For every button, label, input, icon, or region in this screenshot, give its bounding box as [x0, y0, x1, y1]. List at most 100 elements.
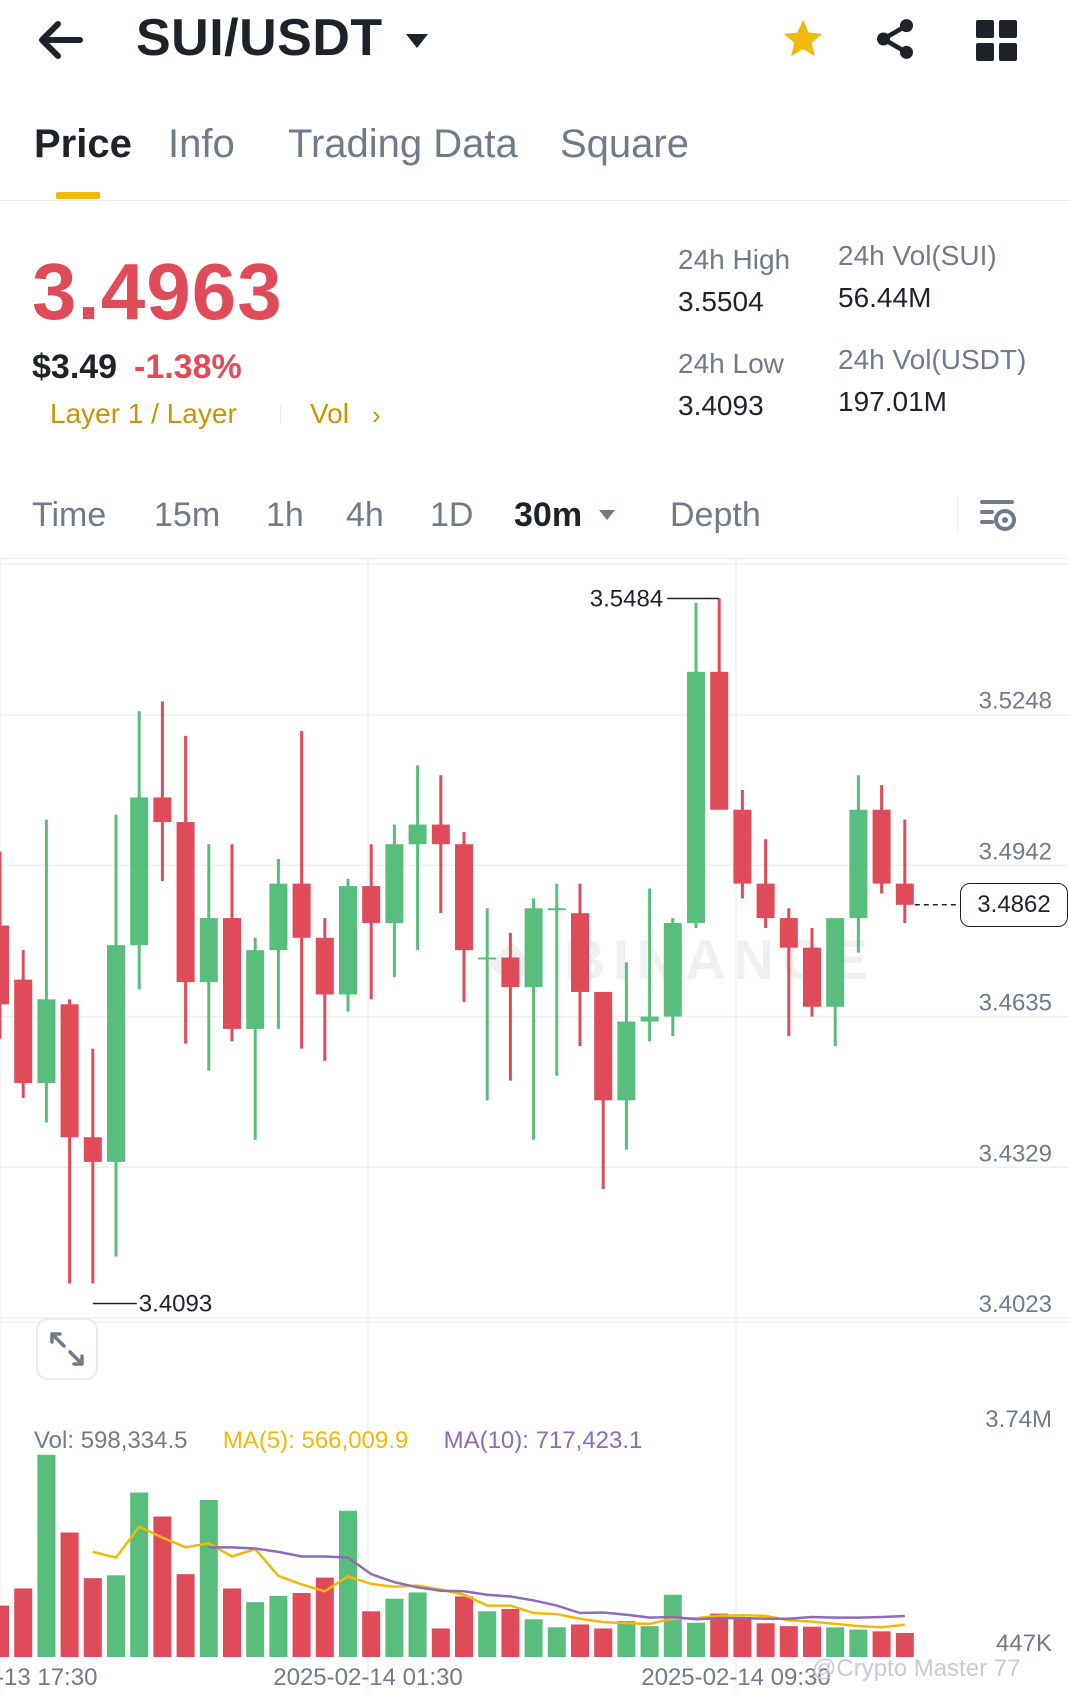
interval-1h[interactable]: 1h: [266, 496, 304, 534]
active-tab-indicator: [56, 192, 100, 199]
volume-bar: [895, 1633, 914, 1657]
volume-bar: [524, 1619, 543, 1657]
high-label: 24h High: [678, 244, 791, 275]
tab-trading-data[interactable]: Trading Data: [288, 122, 518, 166]
tab-square[interactable]: Square: [560, 122, 689, 166]
interval-time[interactable]: Time: [32, 496, 107, 534]
caret-down-icon[interactable]: [404, 32, 430, 50]
volume-bar: [107, 1575, 125, 1657]
vol-link[interactable]: Vol: [310, 398, 349, 429]
candle-body: [547, 908, 566, 911]
volume-bar: [849, 1629, 868, 1657]
volume-bar: [455, 1596, 473, 1657]
pair-title[interactable]: SUI/USDT: [136, 9, 383, 67]
volume-bar: [37, 1454, 56, 1657]
candle-body: [779, 918, 798, 948]
candle-body: [455, 844, 473, 951]
price-tick-label: 3.5248: [979, 688, 1052, 715]
candle-body: [895, 883, 914, 905]
volume-bar: [153, 1516, 172, 1657]
vol-base-label: 24h Vol(SUI): [838, 240, 997, 271]
volume-bar: [617, 1621, 636, 1657]
volume-bar: [14, 1588, 33, 1657]
candle-body: [176, 822, 195, 983]
grid-menu-icon[interactable]: [976, 20, 1018, 62]
candle-body: [83, 1137, 102, 1162]
candle-body: [710, 671, 729, 810]
volume-bar: [687, 1622, 705, 1657]
tag-separator: [280, 404, 281, 424]
time-label: 2025-02-14 09:30: [641, 1664, 831, 1691]
candle-body: [0, 925, 9, 1005]
candle-body: [199, 918, 218, 983]
high-value: 3.5504: [678, 286, 764, 317]
vol-quote-label: 24h Vol(USDT): [838, 344, 1027, 375]
ma5-legend: MA(5): 566,009.9: [222, 1427, 409, 1454]
vol-legend-value: Vol: 598,334.5: [34, 1427, 188, 1454]
candlestick-chart[interactable]: ◆ BINANCE 3.55543.52483.49423.46353.4329…: [0, 559, 1069, 1693]
volume-bar: [733, 1618, 752, 1657]
volume-bar: [60, 1532, 79, 1657]
volume-bar: [246, 1602, 265, 1657]
divider: [0, 200, 1069, 201]
candle-body: [756, 883, 775, 919]
price-tick-label: 3.4942: [979, 838, 1052, 865]
volume-legend: Vol: 598,334.5 MA(5): 566,009.9 MA(10): …: [34, 1427, 642, 1455]
candle-body: [385, 844, 404, 924]
volume-bar: [501, 1609, 520, 1657]
interval-30m[interactable]: 30m: [514, 496, 583, 534]
volume-bar: [0, 1605, 9, 1657]
volume-bar: [385, 1598, 404, 1657]
ma10-line: [208, 1546, 905, 1621]
volume-bar: [292, 1593, 311, 1657]
volume-bar: [756, 1623, 775, 1657]
current-price-tag: 3.4862: [960, 882, 1068, 927]
candle-body: [594, 991, 613, 1101]
volume-bar: [130, 1492, 149, 1657]
chevron-right-icon[interactable]: ›: [372, 400, 381, 430]
volume-bar: [663, 1594, 682, 1657]
caret-down-icon[interactable]: [598, 508, 616, 520]
candle-body: [733, 809, 752, 884]
chart-settings-icon[interactable]: [978, 494, 1018, 534]
interval-depth[interactable]: Depth: [670, 496, 761, 534]
category-tag[interactable]: Layer 1 / Layer: [50, 398, 237, 429]
time-label: 2025-02-14 01:30: [273, 1664, 463, 1691]
volume-bar: [547, 1627, 566, 1657]
volume-bar: [315, 1577, 334, 1657]
volume-bar: [594, 1628, 613, 1657]
interval-15m[interactable]: 15m: [154, 496, 221, 534]
candle-body: [872, 809, 891, 884]
candle-body: [803, 947, 821, 1007]
volume-bar: [269, 1595, 288, 1657]
price-tick-label: 3.4329: [979, 1140, 1052, 1167]
ma5-line: [92, 1525, 905, 1629]
share-icon[interactable]: [872, 16, 918, 62]
volume-bar: [199, 1499, 218, 1657]
divider: [957, 498, 958, 532]
volume-bar: [223, 1588, 241, 1657]
volume-bar: [339, 1510, 357, 1657]
candle-body: [107, 945, 125, 1162]
volume-bar: [872, 1631, 891, 1657]
volume-bar: [640, 1626, 659, 1657]
last-price: 3.4963: [32, 247, 283, 336]
expand-icon[interactable]: [36, 1318, 98, 1380]
star-icon[interactable]: [780, 16, 826, 62]
tab-price[interactable]: Price: [34, 122, 132, 166]
back-arrow-icon[interactable]: [36, 18, 84, 62]
tab-info[interactable]: Info: [168, 122, 235, 166]
volume-tick-label: 3.74M: [985, 1406, 1052, 1433]
volume-bar: [571, 1624, 589, 1657]
candle-body: [408, 824, 427, 845]
candle-body: [478, 957, 497, 960]
candle-body: [501, 957, 520, 988]
candle-body: [617, 1021, 636, 1101]
fiat-price: $3.49: [32, 348, 118, 386]
interval-4h[interactable]: 4h: [346, 496, 384, 534]
candle-body: [571, 913, 589, 992]
price-tick-label: 3.5554: [979, 559, 1052, 564]
volume-bar: [803, 1626, 821, 1657]
low-value: 3.4093: [678, 390, 764, 421]
interval-1d[interactable]: 1D: [430, 496, 474, 534]
